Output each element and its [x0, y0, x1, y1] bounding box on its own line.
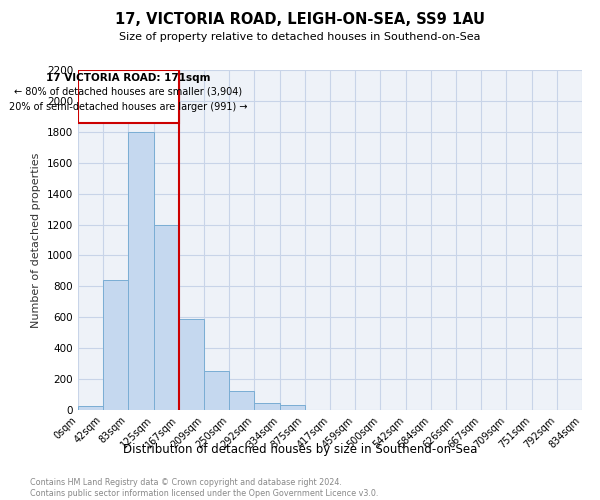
- Bar: [280, 406, 305, 410]
- Y-axis label: Number of detached properties: Number of detached properties: [31, 152, 41, 328]
- Bar: [78, 406, 103, 410]
- Bar: [229, 392, 254, 410]
- Text: Distribution of detached houses by size in Southend-on-Sea: Distribution of detached houses by size …: [123, 442, 477, 456]
- Bar: [78, 70, 179, 122]
- Bar: [128, 132, 154, 410]
- Bar: [179, 319, 205, 410]
- Text: 17 VICTORIA ROAD: 171sqm: 17 VICTORIA ROAD: 171sqm: [46, 74, 211, 84]
- Text: Size of property relative to detached houses in Southend-on-Sea: Size of property relative to detached ho…: [119, 32, 481, 42]
- Text: ← 80% of detached houses are smaller (3,904): ← 80% of detached houses are smaller (3,…: [14, 86, 242, 97]
- Bar: [254, 403, 280, 410]
- Bar: [154, 224, 179, 410]
- Text: Contains HM Land Registry data © Crown copyright and database right 2024.
Contai: Contains HM Land Registry data © Crown c…: [30, 478, 379, 498]
- Text: 17, VICTORIA ROAD, LEIGH-ON-SEA, SS9 1AU: 17, VICTORIA ROAD, LEIGH-ON-SEA, SS9 1AU: [115, 12, 485, 28]
- Bar: [205, 370, 229, 410]
- Text: 20% of semi-detached houses are larger (991) →: 20% of semi-detached houses are larger (…: [9, 102, 248, 112]
- Bar: [103, 280, 128, 410]
